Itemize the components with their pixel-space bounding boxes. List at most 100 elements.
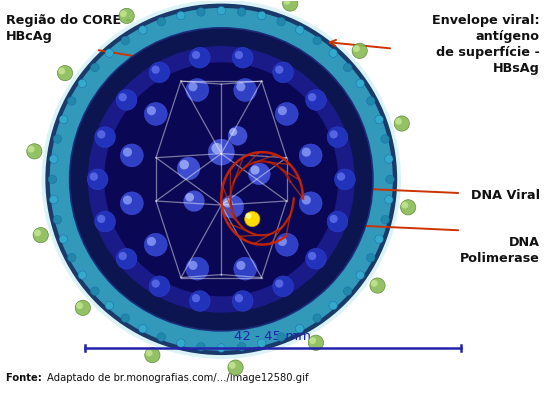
Ellipse shape — [119, 8, 134, 24]
Ellipse shape — [335, 169, 355, 190]
Ellipse shape — [217, 344, 225, 352]
Ellipse shape — [313, 36, 322, 45]
Ellipse shape — [197, 7, 205, 16]
Ellipse shape — [306, 248, 327, 269]
Ellipse shape — [97, 130, 105, 139]
Ellipse shape — [34, 230, 41, 236]
Ellipse shape — [211, 143, 222, 154]
Ellipse shape — [395, 118, 402, 125]
Ellipse shape — [299, 192, 322, 215]
Ellipse shape — [356, 79, 364, 88]
Ellipse shape — [58, 67, 65, 74]
Ellipse shape — [53, 216, 62, 224]
Ellipse shape — [337, 173, 345, 181]
Ellipse shape — [329, 215, 338, 223]
Ellipse shape — [189, 291, 210, 311]
Ellipse shape — [192, 51, 200, 59]
Ellipse shape — [370, 278, 385, 293]
Ellipse shape — [233, 47, 253, 68]
Ellipse shape — [91, 63, 99, 72]
Ellipse shape — [278, 106, 287, 115]
Ellipse shape — [75, 300, 91, 316]
Ellipse shape — [235, 51, 243, 59]
Ellipse shape — [188, 261, 198, 270]
Ellipse shape — [299, 144, 322, 167]
Ellipse shape — [149, 276, 170, 297]
Ellipse shape — [151, 279, 160, 288]
Ellipse shape — [180, 160, 189, 169]
Ellipse shape — [236, 261, 246, 270]
Ellipse shape — [144, 233, 167, 256]
Ellipse shape — [277, 333, 286, 341]
Ellipse shape — [394, 116, 410, 131]
Ellipse shape — [275, 102, 298, 125]
Text: 42 - 45 mm: 42 - 45 mm — [234, 330, 312, 343]
Ellipse shape — [238, 7, 246, 16]
Ellipse shape — [401, 200, 416, 215]
Ellipse shape — [246, 213, 252, 219]
Ellipse shape — [189, 47, 210, 68]
Ellipse shape — [251, 165, 259, 175]
Ellipse shape — [121, 192, 143, 215]
Ellipse shape — [277, 17, 286, 26]
Ellipse shape — [48, 175, 57, 184]
Ellipse shape — [105, 49, 114, 58]
Ellipse shape — [28, 146, 34, 152]
Ellipse shape — [283, 0, 290, 5]
Ellipse shape — [313, 314, 322, 322]
Ellipse shape — [186, 78, 209, 101]
Text: Adaptado de br.monografias.com/.../Image12580.gif: Adaptado de br.monografias.com/.../Image… — [47, 374, 308, 383]
Ellipse shape — [68, 97, 76, 105]
Text: Região do CORE -
HBcAg: Região do CORE - HBcAg — [6, 15, 131, 43]
Ellipse shape — [371, 280, 378, 287]
Ellipse shape — [33, 227, 49, 243]
Ellipse shape — [91, 287, 99, 296]
Ellipse shape — [69, 27, 374, 332]
Ellipse shape — [188, 82, 198, 91]
Ellipse shape — [375, 235, 383, 243]
Ellipse shape — [302, 148, 311, 157]
Ellipse shape — [257, 339, 266, 348]
Ellipse shape — [70, 29, 372, 330]
Ellipse shape — [352, 43, 367, 58]
Ellipse shape — [229, 128, 238, 136]
Ellipse shape — [273, 276, 293, 297]
Ellipse shape — [375, 115, 383, 124]
Ellipse shape — [186, 257, 209, 280]
Ellipse shape — [343, 63, 352, 72]
Ellipse shape — [366, 253, 375, 262]
Ellipse shape — [123, 195, 132, 204]
Ellipse shape — [95, 127, 115, 147]
Ellipse shape — [327, 127, 348, 147]
Ellipse shape — [386, 175, 394, 184]
Ellipse shape — [45, 4, 397, 355]
Ellipse shape — [41, 0, 401, 359]
Ellipse shape — [50, 155, 58, 163]
Ellipse shape — [157, 333, 165, 341]
Ellipse shape — [139, 324, 147, 333]
Ellipse shape — [87, 169, 108, 190]
Ellipse shape — [116, 248, 137, 269]
Ellipse shape — [50, 195, 58, 204]
Ellipse shape — [257, 11, 266, 20]
Ellipse shape — [95, 211, 115, 232]
Ellipse shape — [147, 237, 156, 246]
Ellipse shape — [146, 349, 152, 357]
Ellipse shape — [384, 195, 393, 204]
Ellipse shape — [118, 252, 127, 260]
Ellipse shape — [235, 294, 243, 302]
Ellipse shape — [229, 362, 236, 369]
Ellipse shape — [223, 198, 233, 208]
Ellipse shape — [302, 195, 311, 204]
Ellipse shape — [234, 78, 257, 101]
Ellipse shape — [329, 130, 338, 139]
Ellipse shape — [192, 294, 200, 302]
Ellipse shape — [177, 157, 200, 180]
Ellipse shape — [278, 237, 287, 246]
Ellipse shape — [97, 215, 105, 223]
Ellipse shape — [27, 144, 42, 159]
Ellipse shape — [234, 257, 257, 280]
Ellipse shape — [121, 144, 143, 167]
Ellipse shape — [343, 287, 352, 296]
Ellipse shape — [118, 93, 127, 101]
